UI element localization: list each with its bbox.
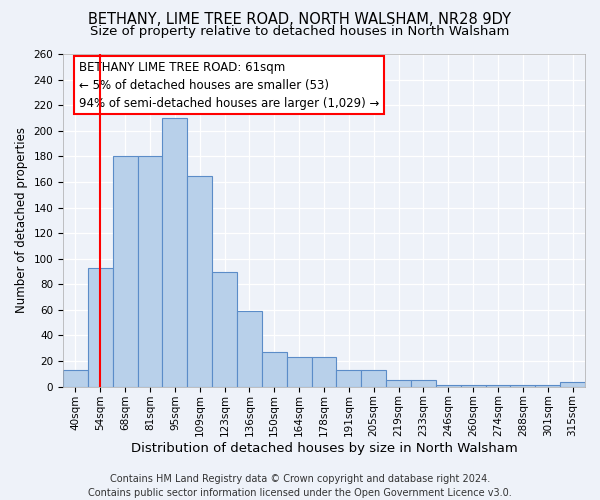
Bar [287,358,311,386]
Bar [386,380,411,386]
Y-axis label: Number of detached properties: Number of detached properties [15,128,28,314]
Bar [361,370,386,386]
Bar [337,370,361,386]
Text: Contains HM Land Registry data © Crown copyright and database right 2024.
Contai: Contains HM Land Registry data © Crown c… [88,474,512,498]
Bar [560,382,585,386]
Bar [262,352,287,386]
Bar [63,370,88,386]
Bar [113,156,137,386]
Bar [163,118,187,386]
Text: Size of property relative to detached houses in North Walsham: Size of property relative to detached ho… [91,25,509,38]
Text: BETHANY, LIME TREE ROAD, NORTH WALSHAM, NR28 9DY: BETHANY, LIME TREE ROAD, NORTH WALSHAM, … [89,12,511,28]
Bar [187,176,212,386]
Bar [137,156,163,386]
Bar [88,268,113,386]
Bar [411,380,436,386]
Bar [237,311,262,386]
Text: BETHANY LIME TREE ROAD: 61sqm
← 5% of detached houses are smaller (53)
94% of se: BETHANY LIME TREE ROAD: 61sqm ← 5% of de… [79,60,379,110]
Bar [212,272,237,386]
X-axis label: Distribution of detached houses by size in North Walsham: Distribution of detached houses by size … [131,442,517,455]
Bar [311,358,337,386]
